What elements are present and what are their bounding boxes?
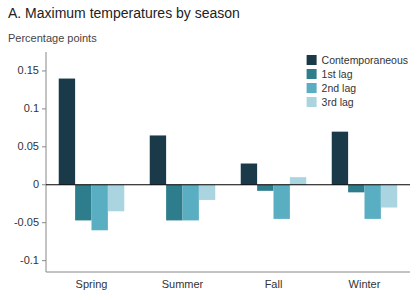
bar [241, 164, 257, 185]
legend: Contemporaneous 1st lag 2nd lag 3rd lag [307, 54, 408, 108]
x-tick-label: Summer [162, 278, 204, 290]
legend-label: 3rd lag [322, 96, 354, 108]
title: A. Maximum temperatures by season [8, 5, 240, 21]
y-axis-label: Percentage points [8, 32, 97, 44]
bar [365, 185, 381, 219]
legend-swatch [307, 97, 317, 107]
y-tick-label: 0 [33, 178, 39, 190]
y-axis-line [46, 52, 47, 272]
bar [150, 135, 166, 184]
y-tick [42, 260, 46, 261]
bar [59, 79, 75, 185]
x-tick-label: Winter [349, 278, 381, 290]
legend-label: 2nd lag [322, 82, 357, 94]
y-tick [42, 222, 46, 223]
chart: A. Maximum temperatures by season Percent… [0, 0, 420, 300]
y-tick-label: 0.15 [18, 64, 39, 76]
y-tick-label: 0.1 [24, 102, 39, 114]
y-tick-label: -0.1 [20, 254, 39, 266]
legend-label: 1st lag [322, 68, 353, 80]
y-tick-label: -0.05 [14, 216, 39, 228]
bar [290, 177, 306, 185]
zero-line [46, 184, 410, 185]
legend-swatch [307, 55, 317, 65]
bar [348, 185, 364, 193]
bar [166, 185, 182, 221]
bar [183, 185, 199, 221]
legend-swatch [307, 69, 317, 79]
bar [274, 185, 290, 219]
x-tick-label: Fall [265, 278, 283, 290]
y-tick-label: 0.05 [18, 140, 39, 152]
y-tick [42, 184, 46, 185]
bar [199, 185, 215, 200]
legend-swatch [307, 83, 317, 93]
bar [108, 185, 124, 212]
bars [59, 79, 398, 231]
y-tick [42, 146, 46, 147]
y-tick [42, 108, 46, 109]
x-axis-line [46, 272, 410, 273]
y-tick [42, 70, 46, 71]
bar [257, 185, 273, 191]
bar [332, 132, 348, 185]
x-tick-label: Spring [76, 278, 108, 290]
legend-label: Contemporaneous [322, 54, 408, 66]
bar [381, 185, 397, 208]
bar [92, 185, 108, 231]
bar [75, 185, 91, 221]
